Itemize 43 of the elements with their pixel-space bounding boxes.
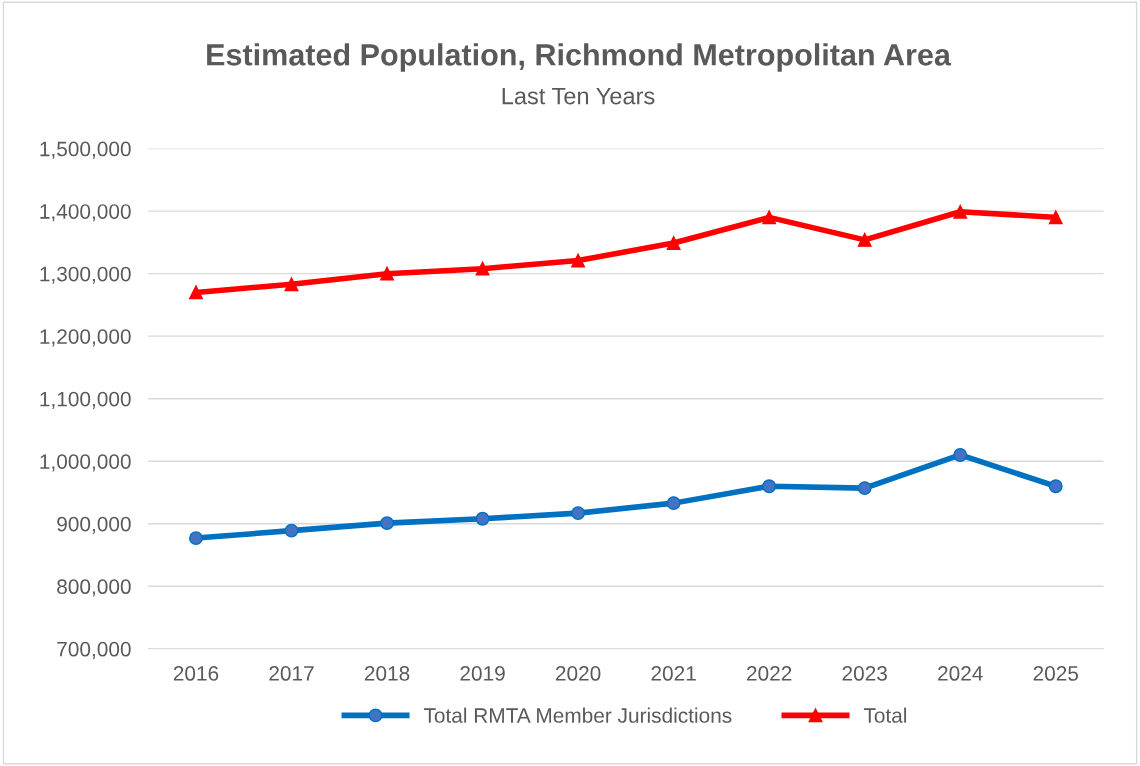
point bbox=[857, 232, 872, 247]
x-tick-label: 2021 bbox=[651, 666, 696, 681]
x-tick-label: 2019 bbox=[460, 666, 505, 681]
point bbox=[380, 516, 394, 531]
legend-label: Total bbox=[863, 707, 907, 723]
x-tick-label: 2025 bbox=[1033, 666, 1079, 681]
point bbox=[189, 531, 203, 546]
y-tick-label: 1,000,000 bbox=[40, 454, 131, 472]
y-tick-label: 1,200,000 bbox=[40, 329, 131, 347]
x-tick-label: 2016 bbox=[173, 666, 219, 681]
chart-subtitle: Last Ten Years bbox=[502, 87, 655, 105]
point bbox=[380, 266, 394, 281]
point bbox=[475, 261, 490, 276]
x-tick-label: 2018 bbox=[364, 666, 410, 681]
legend-label: Total RMTA Member Jurisdictions bbox=[423, 707, 732, 723]
point bbox=[953, 448, 968, 462]
x-tick-label: 2022 bbox=[747, 666, 792, 681]
y-tick-label: 1,100,000 bbox=[40, 391, 131, 409]
point bbox=[189, 285, 203, 300]
point bbox=[571, 506, 586, 521]
point bbox=[1048, 479, 1063, 494]
y-tick-label: 900,000 bbox=[57, 516, 131, 534]
point bbox=[857, 481, 872, 496]
y-tick-label: 1,500,000 bbox=[40, 141, 131, 159]
x-tick-label: 2023 bbox=[842, 666, 887, 681]
point bbox=[762, 479, 777, 494]
y-tick-label: 700,000 bbox=[57, 641, 131, 660]
x-tick-label: 2024 bbox=[938, 666, 983, 681]
point bbox=[953, 204, 968, 219]
point bbox=[666, 236, 681, 250]
point bbox=[571, 253, 586, 268]
point bbox=[1048, 210, 1063, 225]
y-tick-label: 1,400,000 bbox=[40, 204, 131, 222]
chart-title: Estimated Population, Richmond Metropolitan Area bbox=[207, 43, 952, 72]
x-tick-label: 2017 bbox=[269, 666, 314, 681]
point bbox=[762, 210, 777, 225]
x-tick-label: 2020 bbox=[555, 666, 601, 681]
point bbox=[284, 523, 299, 538]
point bbox=[666, 496, 681, 511]
y-tick-label: 1,300,000 bbox=[40, 266, 131, 284]
point bbox=[284, 277, 299, 292]
point bbox=[475, 511, 490, 526]
y-tick-label: 800,000 bbox=[57, 579, 131, 597]
